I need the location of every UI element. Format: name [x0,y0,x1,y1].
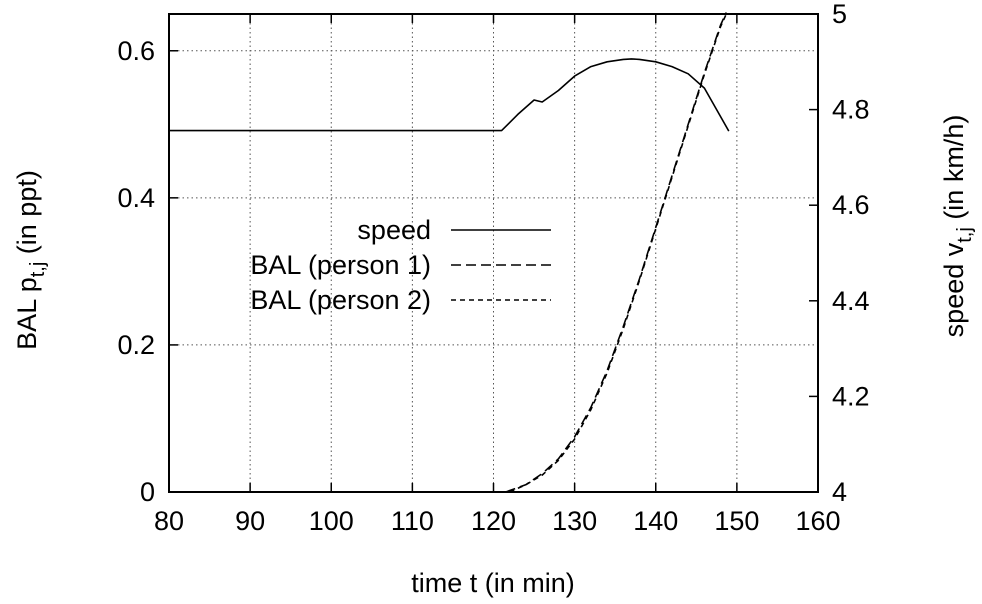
y-right-tick-label: 4 [832,477,847,507]
x-tick-label: 100 [309,506,354,536]
series-lines [169,12,730,493]
x-tick-label: 80 [154,506,184,536]
plot-frame [168,13,819,493]
legend: speed BAL (person 1) BAL (person 2) [250,215,551,315]
y-right-tick-label: 4.4 [832,286,870,316]
grid-lines [169,14,818,492]
legend-label-bal-person-2: BAL (person 2) [250,285,431,315]
x-tick-label: 130 [552,506,597,536]
x-tick-label: 140 [633,506,678,536]
tick-labels: 80 90 100 110 120 130 140 150 160 0 0.2 0.4 0.6 4 4.2 4… [117,0,869,536]
x-tick-label: 110 [391,506,434,536]
y-right-tick-label: 4.2 [832,381,870,411]
legend-label-bal-person-1: BAL (person 1) [250,250,431,280]
y-left-tick-label: 0 [140,477,155,507]
x-tick-label: 90 [235,506,265,536]
y-left-tick-label: 0.2 [117,330,155,360]
x-tick-label: 160 [795,506,840,536]
series-line-bal-person-2 [509,13,728,493]
y-right-tick-label: 4.6 [832,190,870,220]
x-tick-label: 150 [714,506,759,536]
legend-label-speed: speed [357,215,431,245]
series-line-bal-person-1 [505,12,728,493]
y-axis-left-label: BAL pt,j (in ppt) [12,170,49,350]
x-tick-label: 120 [471,506,516,536]
y-left-tick-label: 0.4 [117,183,155,213]
y-right-tick-label: 4.8 [832,95,870,125]
x-axis-label: time t (in min) [411,568,575,598]
y-axis-right-label: speed vt,j (in km/h) [939,115,976,338]
y-right-tick-label: 5 [832,0,847,29]
series-line-speed [169,58,730,132]
y-left-tick-label: 0.6 [117,36,155,66]
